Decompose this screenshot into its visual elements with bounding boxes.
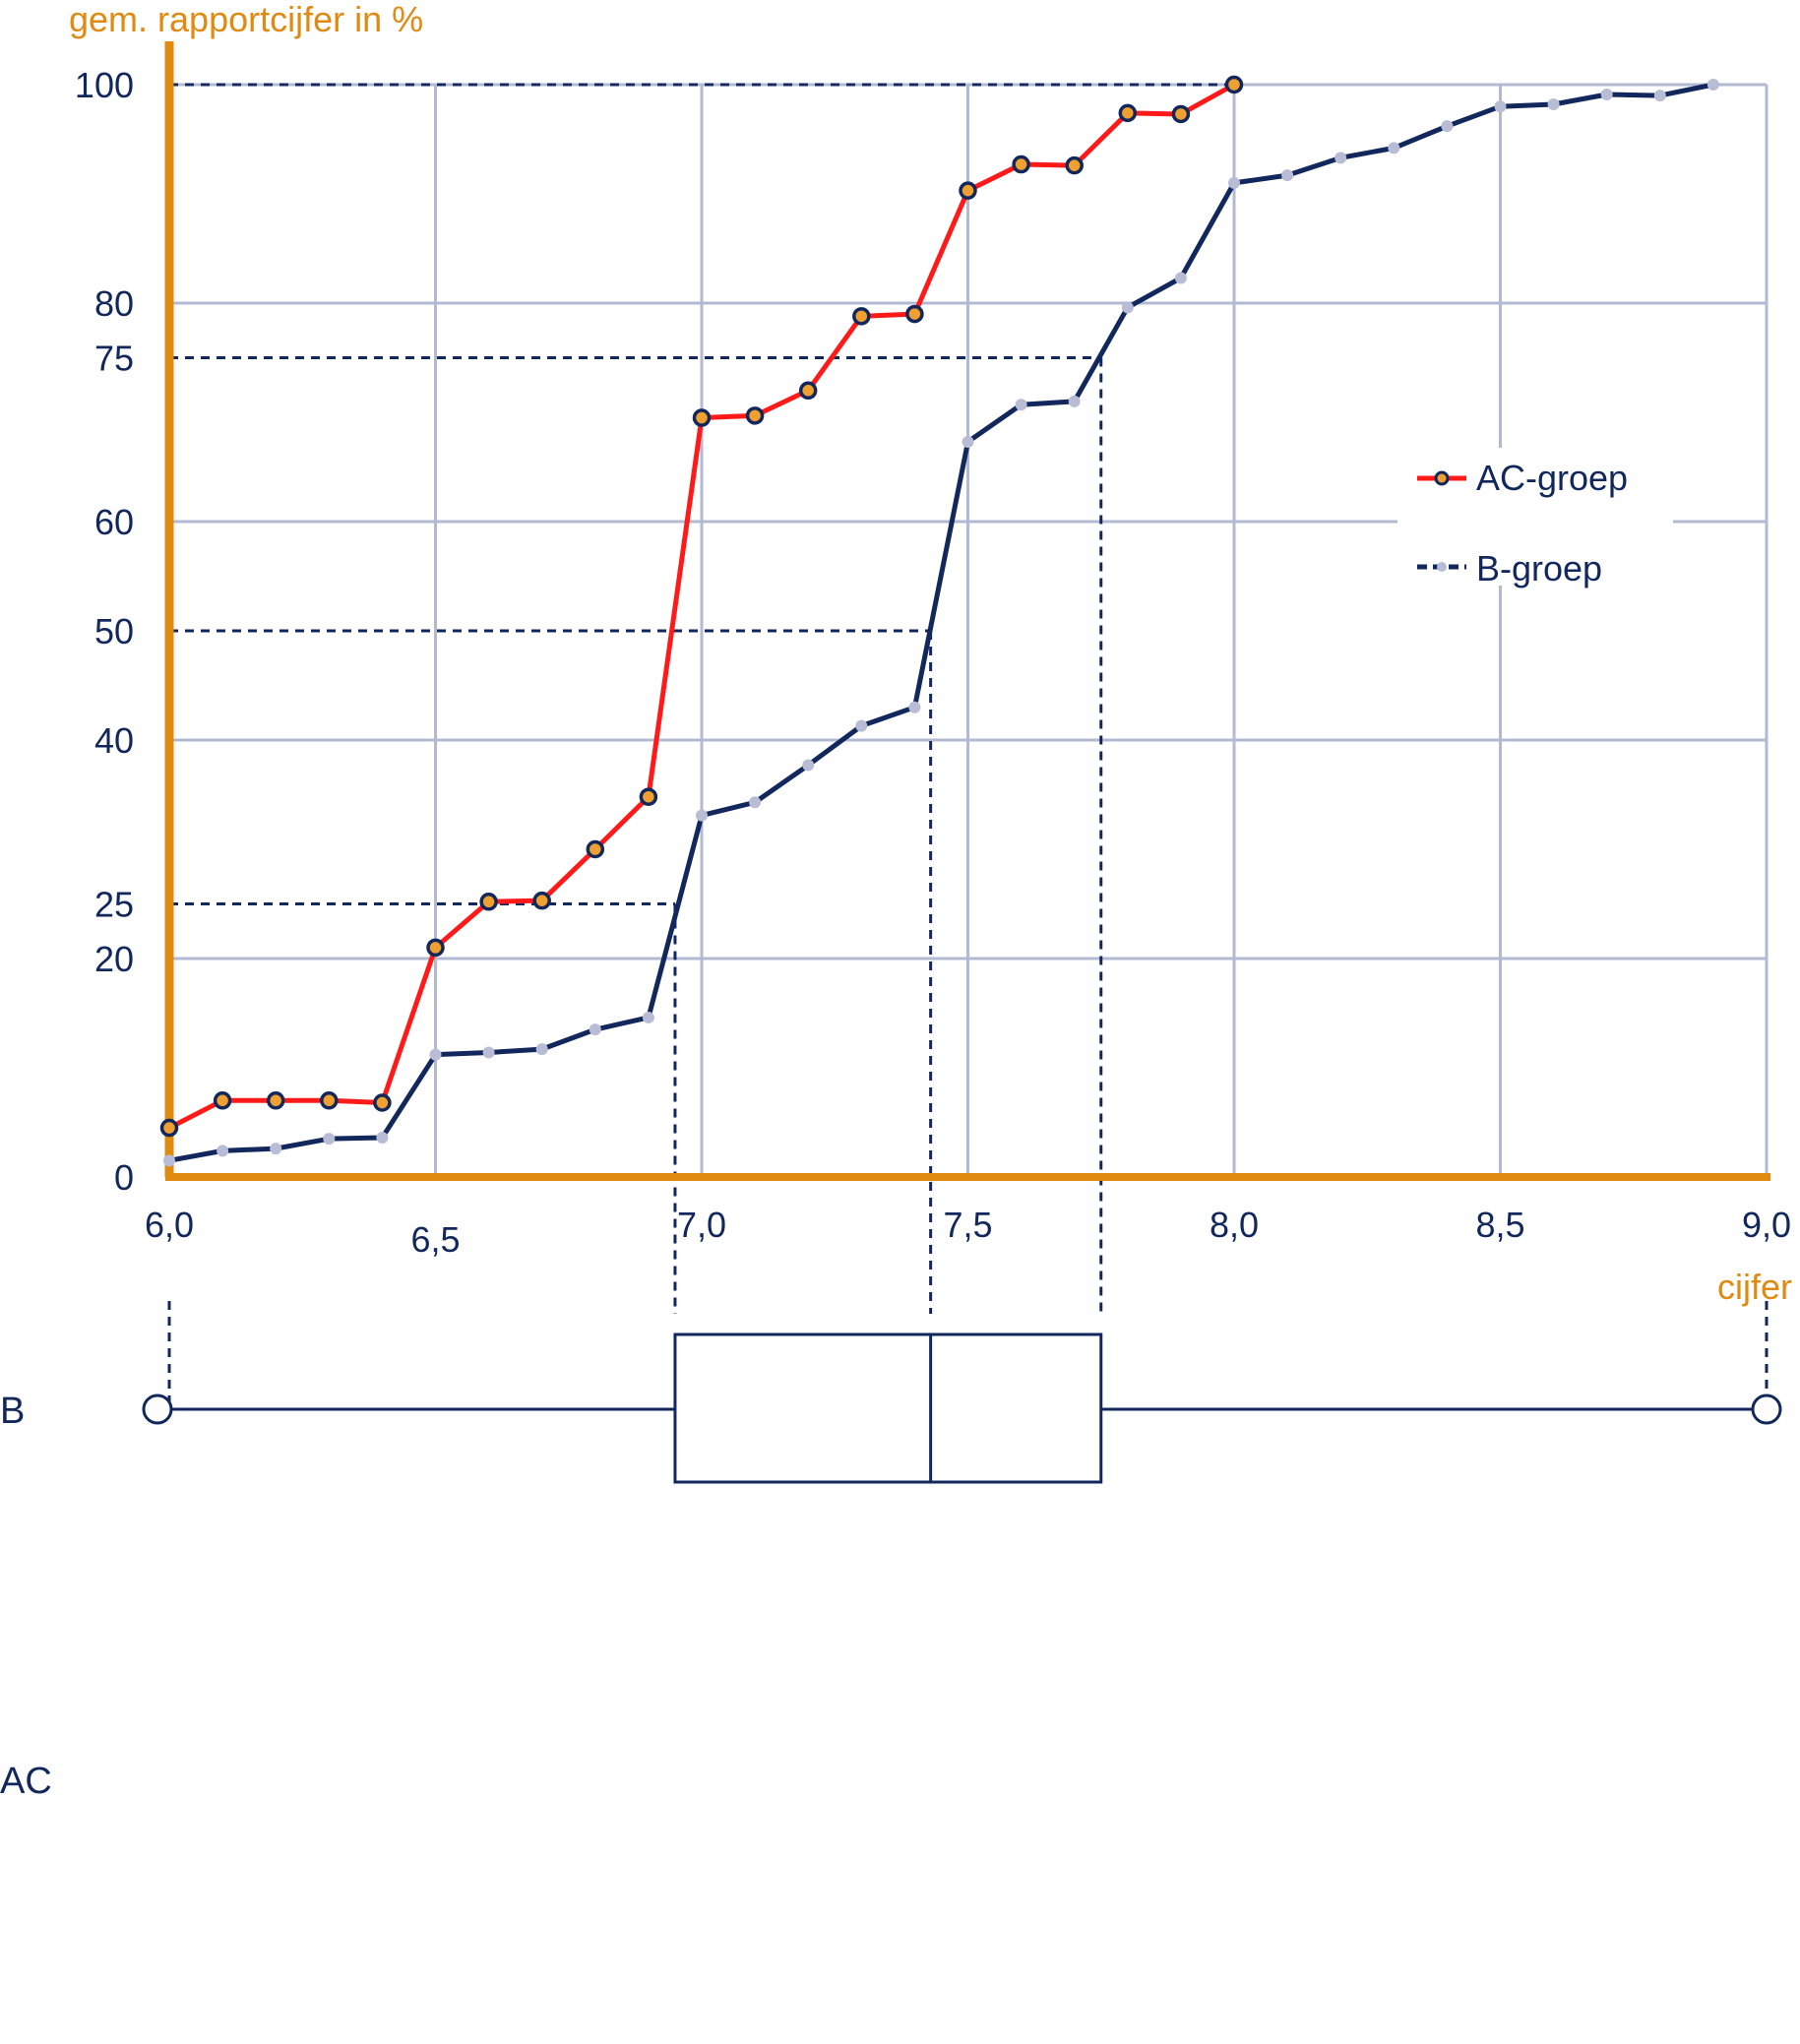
y-tick-label: 0 — [114, 1157, 134, 1198]
boxplot-box — [673, 1332, 1103, 1484]
tick-labels: 0 20 25 40 50 60 75 80 100 6,0 6,5 7,0 7,5 8,0 8,5 9,0 — [75, 65, 1791, 1260]
data-point-b — [1121, 301, 1134, 314]
data-point-b — [1068, 395, 1081, 407]
data-point-ac — [213, 1091, 232, 1110]
x-tick-label: 7,5 — [943, 1205, 992, 1245]
y-tick-label: 50 — [94, 611, 134, 651]
data-point-b — [589, 1023, 601, 1036]
data-point-b — [217, 1145, 229, 1157]
data-point-ac — [1224, 75, 1244, 94]
data-point-ac — [798, 381, 818, 401]
y-tick-label: 100 — [75, 65, 134, 105]
y-tick-label: 25 — [94, 885, 134, 925]
data-point-b — [642, 1011, 654, 1023]
data-point-b — [1174, 272, 1187, 284]
data-point-b — [1388, 142, 1400, 155]
data-point-b — [1494, 100, 1507, 113]
data-point-ac — [159, 1118, 179, 1138]
data-point-ac — [692, 408, 712, 427]
legend: AC-groep B-groep — [1397, 448, 1673, 588]
x-tick-label: 7,0 — [677, 1205, 726, 1245]
boxplot-max-marker — [1751, 1394, 1782, 1425]
data-point-ac — [479, 893, 498, 911]
data-point-ac — [852, 307, 871, 326]
axes — [164, 41, 1770, 1181]
y-tick-label: 60 — [94, 502, 134, 542]
data-point-b — [376, 1132, 389, 1145]
data-point-ac — [745, 406, 765, 425]
data-point-ac — [639, 787, 658, 806]
data-point-b — [1653, 90, 1666, 102]
boxplot-label-b: B — [0, 1391, 25, 1432]
x-tick-label: 6,5 — [410, 1219, 460, 1260]
x-tick-label: 8,5 — [1475, 1205, 1524, 1245]
boxplots: B AC — [0, 1301, 1782, 1802]
data-point-b — [962, 435, 974, 448]
data-point-ac — [1171, 104, 1191, 124]
x-tick-label: 6,0 — [145, 1205, 194, 1245]
data-point-b — [1334, 152, 1347, 164]
legend-label: B-groep — [1476, 548, 1602, 588]
data-point-ac — [1065, 155, 1084, 175]
y-tick-label: 75 — [94, 339, 134, 379]
data-point-ac — [905, 304, 924, 324]
data-point-ac — [426, 938, 445, 958]
data-point-b — [1228, 176, 1240, 189]
data-point-ac — [266, 1091, 285, 1110]
data-point-b — [908, 701, 921, 713]
data-point-b — [1707, 79, 1719, 91]
data-point-b — [1547, 97, 1560, 110]
data-point-ac — [586, 839, 605, 859]
data-point-ac — [1118, 103, 1138, 123]
data-point-b — [535, 1043, 548, 1056]
data-point-b — [696, 809, 708, 822]
data-point-ac — [373, 1093, 392, 1112]
x-axis-label: cijfer — [1717, 1267, 1792, 1307]
data-point-b — [323, 1133, 336, 1146]
data-point-ac — [320, 1091, 339, 1110]
y-tick-label: 20 — [94, 939, 134, 979]
data-point-ac — [1012, 155, 1030, 174]
data-point-b — [429, 1048, 442, 1061]
series-line-B-groep — [168, 82, 1714, 1163]
data-point-b — [482, 1046, 495, 1059]
reference-lines — [169, 83, 1234, 1314]
legend-label: AC-groep — [1476, 458, 1628, 498]
data-point-b — [1600, 88, 1613, 100]
data-point-b — [1015, 399, 1027, 411]
series-layer — [159, 75, 1719, 1167]
data-point-b — [1281, 169, 1294, 182]
legend-swatch-marker — [1434, 470, 1450, 486]
data-point-ac — [532, 891, 551, 910]
x-tick-label: 8,0 — [1210, 1205, 1259, 1245]
y-axis-label: gem. rapportcijfer in % — [69, 0, 423, 39]
y-tick-label: 40 — [94, 720, 134, 761]
legend-swatch-marker — [1437, 562, 1447, 572]
y-tick-label: 80 — [94, 283, 134, 324]
data-point-ac — [959, 181, 977, 200]
grid — [169, 83, 1769, 1177]
data-point-b — [1441, 120, 1454, 133]
boxplot-label-ac: AC — [0, 1761, 52, 1802]
x-tick-label: 9,0 — [1742, 1205, 1791, 1245]
data-point-b — [163, 1154, 175, 1167]
data-point-b — [749, 796, 762, 809]
data-point-b — [270, 1143, 282, 1155]
data-point-b — [855, 719, 868, 732]
boxplot-min-marker — [142, 1394, 173, 1425]
data-point-b — [802, 759, 815, 772]
